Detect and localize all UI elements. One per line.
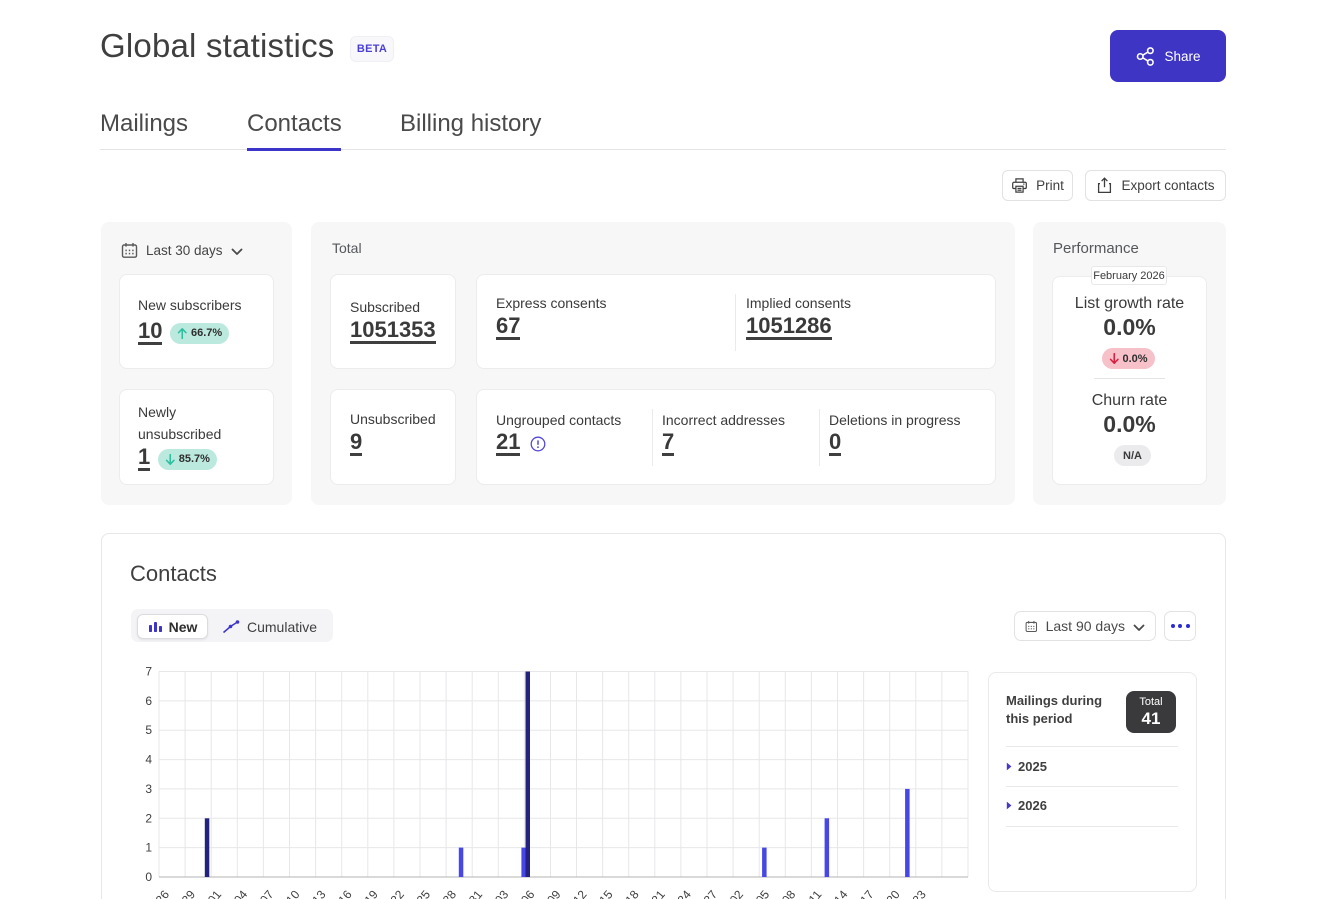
svg-text:16: 16 xyxy=(335,887,355,899)
svg-text:28: 28 xyxy=(440,887,460,899)
svg-text:3: 3 xyxy=(145,782,152,796)
svg-text:06: 06 xyxy=(518,887,538,899)
svg-text:05: 05 xyxy=(753,887,773,899)
svg-text:21: 21 xyxy=(649,887,669,899)
svg-text:09: 09 xyxy=(544,887,564,899)
svg-text:01: 01 xyxy=(205,887,225,899)
svg-text:27: 27 xyxy=(701,887,721,899)
svg-text:4: 4 xyxy=(145,753,152,767)
svg-text:6: 6 xyxy=(145,694,152,708)
svg-text:7: 7 xyxy=(145,665,152,679)
svg-text:1: 1 xyxy=(145,841,152,855)
svg-text:17: 17 xyxy=(857,887,877,899)
svg-text:08: 08 xyxy=(779,887,799,899)
svg-text:19: 19 xyxy=(362,887,382,899)
svg-text:20: 20 xyxy=(883,887,903,899)
svg-text:10: 10 xyxy=(283,887,303,899)
svg-text:18: 18 xyxy=(622,887,642,899)
svg-text:5: 5 xyxy=(145,723,152,737)
svg-text:04: 04 xyxy=(231,887,251,899)
svg-text:03: 03 xyxy=(492,887,512,899)
svg-text:07: 07 xyxy=(257,887,277,899)
svg-text:24: 24 xyxy=(675,887,695,899)
svg-text:31: 31 xyxy=(466,887,486,899)
svg-text:15: 15 xyxy=(596,887,616,899)
svg-text:29: 29 xyxy=(179,887,199,899)
svg-text:26: 26 xyxy=(153,887,173,899)
svg-text:11: 11 xyxy=(806,887,825,899)
svg-text:02: 02 xyxy=(727,887,747,899)
svg-text:22: 22 xyxy=(388,887,408,899)
svg-text:13: 13 xyxy=(309,887,329,899)
svg-text:14: 14 xyxy=(831,887,851,899)
svg-text:0: 0 xyxy=(145,870,152,884)
svg-text:2: 2 xyxy=(145,811,152,825)
svg-text:23: 23 xyxy=(910,887,930,899)
svg-text:25: 25 xyxy=(414,887,434,899)
svg-text:12: 12 xyxy=(570,887,590,899)
